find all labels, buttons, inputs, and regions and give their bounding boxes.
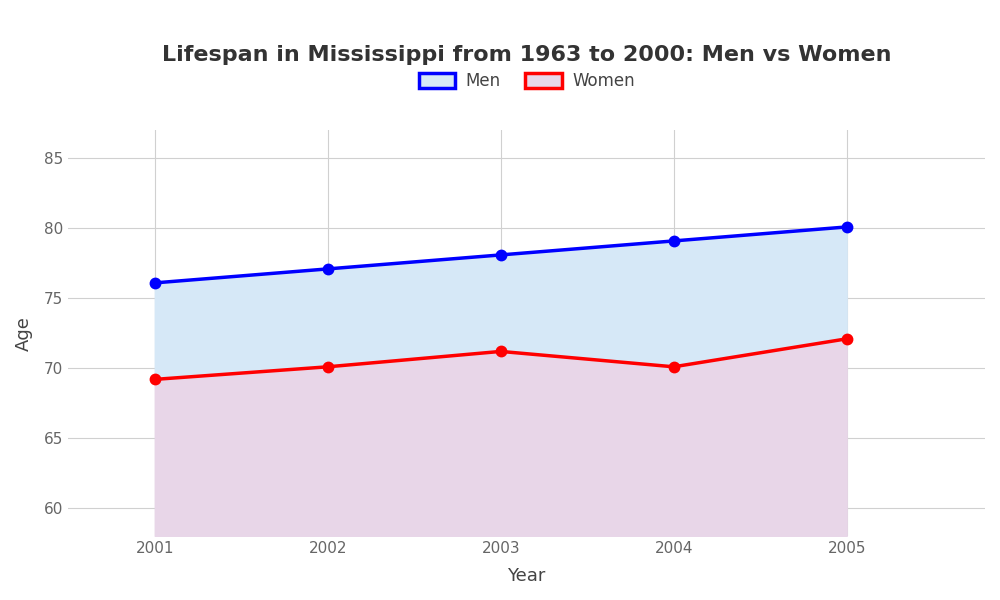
Y-axis label: Age: Age	[15, 316, 33, 350]
Legend: Men, Women: Men, Women	[412, 66, 641, 97]
X-axis label: Year: Year	[507, 567, 546, 585]
Title: Lifespan in Mississippi from 1963 to 2000: Men vs Women: Lifespan in Mississippi from 1963 to 200…	[162, 45, 891, 65]
